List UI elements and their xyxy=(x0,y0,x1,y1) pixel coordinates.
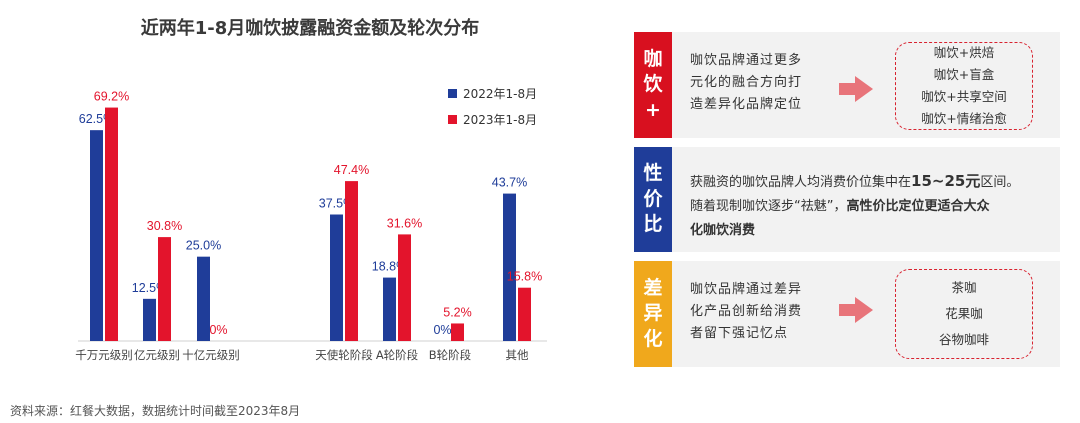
tag-char: 性 xyxy=(643,162,663,185)
tag-char: 化 xyxy=(643,327,663,350)
panel-fusion-text: 咖饮品牌通过更多 元化的融合方向打 造差异化品牌定位 xyxy=(690,50,802,116)
bar-2023 xyxy=(451,323,464,341)
panel-text-line: 造差异化品牌定位 xyxy=(690,97,803,112)
panel-text-line: 者留下强记忆点 xyxy=(690,326,789,341)
bar-2023 xyxy=(398,234,411,341)
panel-text-line: 咖饮品牌通过更多 xyxy=(690,53,803,68)
bar-2023 xyxy=(518,287,531,341)
data-label: 30.8% xyxy=(147,219,182,233)
legend-swatch-2023 xyxy=(448,114,457,124)
category-label: 十亿元级别 xyxy=(182,348,240,362)
bubble-item: 咖饮+情绪治愈 xyxy=(921,111,1007,126)
panel-text-line: 随着现制咖饮逐步“祛魅”，高性价比定位更适合大众 xyxy=(690,199,990,214)
bar-2022 xyxy=(143,298,156,341)
panel-text-line: 化产品创新给消费 xyxy=(690,304,803,319)
panel-text-line: 咖饮品牌通过差异 xyxy=(690,282,803,297)
chart-legend: 2022年1-8月 2023年1-8月 xyxy=(448,80,537,132)
source-note: 资料来源：红餐大数据，数据统计时间截至2023年8月 xyxy=(10,404,301,418)
tag-char: 咖 xyxy=(643,47,663,70)
panel-diff-tag: 差 异 化 xyxy=(634,261,672,367)
legend-label-2022: 2022年1-8月 xyxy=(463,86,538,101)
bar-2023 xyxy=(105,107,118,341)
tag-char: 差 xyxy=(643,276,663,299)
legend-swatch-2022 xyxy=(448,88,457,98)
panel-fusion: 咖 饮 + 咖饮品牌通过更多 元化的融合方向打 造差异化品牌定位 咖饮+烘焙 咖… xyxy=(634,32,1060,138)
panel-text-line: 元化的融合方向打 xyxy=(690,75,803,90)
panel-value-text: 获融资的咖饮品牌人均消费价位集中在15~25元区间。 随着现制咖饮逐步“祛魅”，… xyxy=(690,169,1019,243)
data-label: 43.7% xyxy=(492,176,527,190)
data-label: 15.8% xyxy=(507,270,542,284)
tag-char: + xyxy=(645,98,661,121)
data-label: 0% xyxy=(209,323,227,337)
panel-value-tag: 性 价 比 xyxy=(634,147,672,252)
category-label: 其他 xyxy=(506,348,529,362)
bar-chart: 62.5%69.2%千万元级别12.5%30.8%亿元级别25.0%0%十亿元级… xyxy=(75,90,547,362)
bar-2023 xyxy=(345,181,358,341)
panel-diff: 差 异 化 咖饮品牌通过差异 化产品创新给消费 者留下强记忆点 茶咖 花果咖 谷… xyxy=(634,261,1060,367)
tag-char: 比 xyxy=(643,213,663,236)
panel-diff-text: 咖饮品牌通过差异 化产品创新给消费 者留下强记忆点 xyxy=(690,279,802,345)
panel-text-line: 获融资的咖饮品牌人均消费价位集中在15~25元区间。 xyxy=(690,172,1020,190)
bubble-item: 谷物咖啡 xyxy=(938,332,989,347)
bar-2022 xyxy=(503,193,516,341)
tag-char: 饮 xyxy=(643,73,663,96)
panel-value: 性 价 比 获融资的咖饮品牌人均消费价位集中在15~25元区间。 随着现制咖饮逐… xyxy=(634,147,1060,252)
bubble-item: 茶咖 xyxy=(951,280,977,295)
panel-fusion-bubble: 咖饮+烘焙 咖饮+盲盒 咖饮+共享空间 咖饮+情绪治愈 xyxy=(895,42,1033,130)
bar-2022 xyxy=(90,130,103,341)
category-label: 千万元级别 xyxy=(75,348,133,362)
panel-fusion-tag: 咖 饮 + xyxy=(634,32,672,138)
legend-label-2023: 2023年1-8月 xyxy=(463,112,538,127)
category-label: B轮阶段 xyxy=(429,348,472,362)
bar-2022 xyxy=(197,256,210,341)
bubble-item: 花果咖 xyxy=(945,306,983,321)
data-label: 25.0% xyxy=(186,239,221,253)
panel-diff-bubble: 茶咖 花果咖 谷物咖啡 xyxy=(895,269,1033,359)
category-label: 亿元级别 xyxy=(134,348,180,362)
data-label: 5.2% xyxy=(443,305,472,319)
tag-char: 异 xyxy=(643,302,663,325)
bubble-item: 咖饮+共享空间 xyxy=(921,89,1007,104)
legend-item-2023: 2023年1-8月 xyxy=(448,106,537,132)
data-label: 47.4% xyxy=(334,163,369,177)
data-label: 31.6% xyxy=(387,216,422,230)
bubble-item: 咖饮+烘焙 xyxy=(933,45,995,60)
bar-2022 xyxy=(383,277,396,341)
data-label: 0% xyxy=(433,323,451,337)
category-label: A轮阶段 xyxy=(376,348,419,362)
chart-title: 近两年1-8月咖饮披露融资金额及轮次分布 xyxy=(140,18,480,39)
bar-2023 xyxy=(158,237,171,341)
tag-char: 价 xyxy=(643,187,663,210)
panel-text-line: 化咖饮消费 xyxy=(690,223,756,238)
category-label: 天使轮阶段 xyxy=(315,348,373,362)
bubble-item: 咖饮+盲盒 xyxy=(933,67,995,82)
data-label: 69.2% xyxy=(94,90,129,104)
bar-2022 xyxy=(330,214,343,341)
legend-item-2022: 2022年1-8月 xyxy=(448,80,537,106)
